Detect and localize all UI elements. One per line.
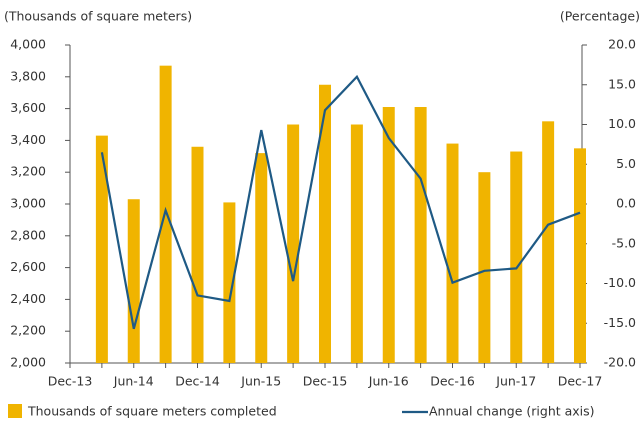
x-tick-label: Dec-16: [430, 374, 475, 389]
x-tick-label: Jun-14: [113, 374, 154, 389]
bar: [542, 121, 555, 363]
y2-tick-label: -20.0: [604, 355, 636, 370]
y2-tick-label: -15.0: [604, 315, 636, 330]
y2-tick-label: 5.0: [616, 156, 636, 171]
y-tick-label: 2,200: [10, 323, 46, 338]
legend-swatch: [8, 404, 22, 418]
bar: [319, 84, 331, 363]
bar: [446, 143, 459, 363]
x-tick-label: Dec-13: [48, 374, 93, 389]
y-tick-label: 3,200: [10, 164, 46, 179]
bar: [127, 199, 140, 363]
y-tick-label: 2,000: [10, 355, 46, 370]
legend-label: Thousands of square meters completed: [27, 404, 277, 419]
bar: [510, 151, 523, 363]
bar: [95, 135, 108, 363]
y-axis-label: (Thousands of square meters): [4, 9, 192, 24]
bar: [191, 146, 204, 363]
bar: [574, 148, 586, 363]
x-tick-label: Jun-16: [368, 374, 409, 389]
line: [100, 74, 581, 330]
y-tick-label: 3,800: [10, 68, 46, 83]
y2-tick-label: 20.0: [608, 37, 636, 52]
y-tick-label: 2,800: [10, 227, 46, 242]
y-tick-label: 2,600: [10, 259, 46, 274]
y2-tick-label: 15.0: [608, 76, 636, 91]
y-tick-label: 3,600: [10, 100, 46, 115]
y2-tick-label: -5.0: [612, 235, 636, 250]
bar: [255, 153, 268, 363]
bar: [478, 172, 491, 363]
x-tick-label: Dec-14: [175, 374, 220, 389]
bar: [223, 202, 236, 363]
bar: [287, 124, 300, 363]
x-tick-label: Dec-15: [303, 374, 348, 389]
y2-tick-label: -10.0: [604, 275, 636, 290]
bar: [414, 107, 427, 363]
y-tick-label: 2,400: [10, 291, 46, 306]
y-tick-label: 3,400: [10, 132, 46, 147]
y-tick-label: 4,000: [10, 37, 46, 52]
x-tick-label: Jun-15: [240, 374, 281, 389]
x-tick-label: Dec-17: [558, 374, 603, 389]
y2-tick-label: 0.0: [616, 196, 636, 211]
y2-axis-label: (Percentage): [560, 9, 640, 24]
x-tick-label: Jun-17: [495, 374, 536, 389]
legend-label: Annual change (right axis): [429, 404, 595, 419]
bar: [382, 107, 395, 363]
y-tick-label: 3,000: [10, 196, 46, 211]
y2-tick-label: 10.0: [608, 116, 636, 131]
bar: [350, 124, 363, 363]
